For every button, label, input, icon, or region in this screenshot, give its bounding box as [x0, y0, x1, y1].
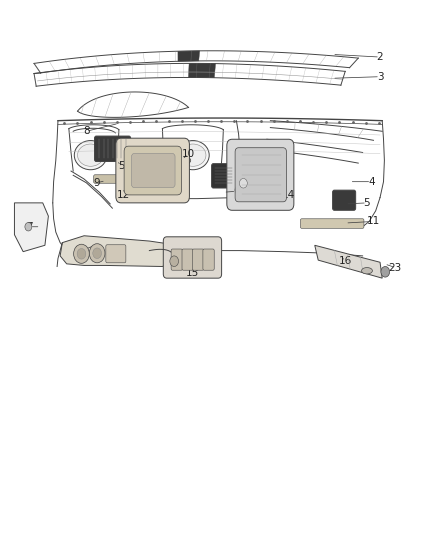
FancyBboxPatch shape: [203, 249, 214, 270]
Ellipse shape: [361, 268, 372, 274]
Ellipse shape: [74, 141, 107, 169]
Text: 8: 8: [83, 126, 89, 136]
Circle shape: [240, 179, 247, 188]
Circle shape: [170, 256, 179, 266]
Text: 22: 22: [256, 172, 269, 182]
Circle shape: [74, 244, 89, 263]
FancyBboxPatch shape: [332, 190, 356, 211]
FancyBboxPatch shape: [212, 164, 236, 188]
Text: 5: 5: [364, 198, 370, 208]
Text: 12: 12: [117, 190, 130, 200]
FancyBboxPatch shape: [300, 219, 364, 228]
Text: 13: 13: [75, 246, 88, 256]
Text: 4: 4: [368, 176, 374, 187]
Text: 10: 10: [182, 149, 195, 159]
FancyBboxPatch shape: [182, 249, 193, 270]
Circle shape: [381, 266, 390, 277]
Polygon shape: [60, 236, 176, 266]
Ellipse shape: [177, 141, 209, 169]
Ellipse shape: [173, 156, 191, 165]
FancyBboxPatch shape: [227, 139, 294, 211]
FancyBboxPatch shape: [116, 138, 189, 203]
Circle shape: [93, 248, 102, 259]
FancyBboxPatch shape: [235, 148, 286, 202]
Circle shape: [77, 248, 86, 259]
Polygon shape: [14, 203, 48, 252]
Text: 9: 9: [94, 177, 100, 188]
Polygon shape: [315, 245, 382, 278]
FancyBboxPatch shape: [192, 249, 204, 270]
Circle shape: [89, 244, 105, 263]
FancyBboxPatch shape: [94, 175, 138, 183]
FancyBboxPatch shape: [171, 249, 183, 270]
Text: 15: 15: [186, 268, 200, 278]
Polygon shape: [188, 63, 215, 78]
Text: 11: 11: [367, 216, 380, 227]
Polygon shape: [178, 51, 200, 61]
FancyBboxPatch shape: [124, 146, 182, 195]
Text: 3: 3: [377, 71, 383, 82]
Text: 23: 23: [389, 263, 402, 272]
Text: 7: 7: [26, 222, 33, 232]
Text: 2: 2: [377, 52, 383, 62]
Circle shape: [25, 222, 32, 231]
Text: 14: 14: [282, 190, 295, 200]
Text: 6: 6: [233, 186, 240, 196]
FancyBboxPatch shape: [131, 154, 175, 188]
Ellipse shape: [78, 144, 104, 166]
FancyBboxPatch shape: [106, 245, 126, 263]
FancyBboxPatch shape: [163, 237, 222, 278]
FancyBboxPatch shape: [95, 136, 131, 161]
Circle shape: [237, 175, 250, 191]
Text: 5: 5: [118, 161, 124, 171]
Ellipse shape: [180, 144, 206, 166]
Text: 16: 16: [339, 256, 352, 266]
